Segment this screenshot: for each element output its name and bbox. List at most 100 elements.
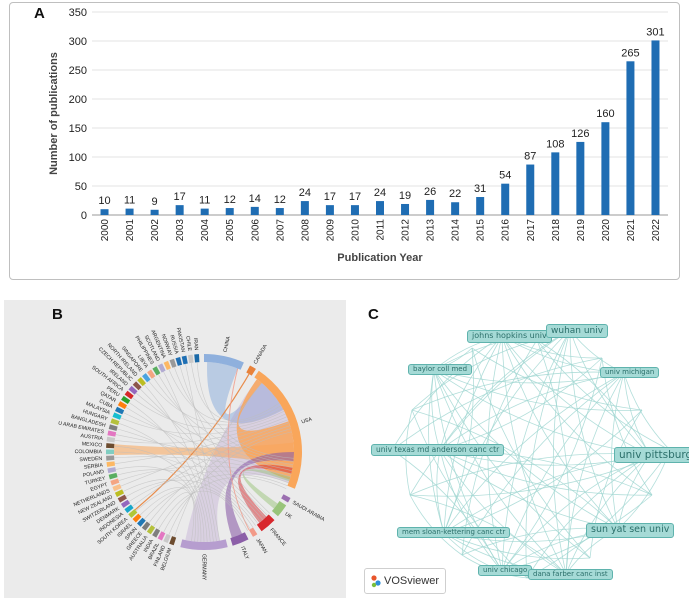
network-link (391, 335, 503, 451)
x-tick-label: 2005 (225, 219, 236, 242)
bar-value-label: 17 (349, 191, 361, 203)
x-tick-label: 2009 (325, 219, 336, 242)
x-tick-label: 2002 (150, 219, 161, 242)
vosviewer-brand-text: VOSviewer (384, 575, 440, 587)
bar-value-label: 301 (646, 26, 664, 38)
ribbon-minor (132, 397, 285, 429)
bar (275, 208, 284, 215)
arc-colombia (106, 449, 115, 455)
bar-value-label: 17 (324, 191, 336, 203)
arc-libya (147, 369, 156, 379)
network-link (552, 329, 571, 575)
x-tick-label: 2013 (426, 219, 437, 242)
bar (426, 199, 435, 215)
bar (451, 202, 460, 215)
x-tick-label: 2014 (451, 219, 462, 242)
ribbon-minor (173, 382, 263, 538)
country-label: EGYPT (90, 482, 109, 494)
ribbon-minor (143, 384, 214, 542)
y-tick-label: 350 (69, 7, 87, 19)
vosviewer-icon (371, 575, 381, 588)
country-label: CHINA (223, 335, 232, 353)
country-label: CHILE (184, 336, 192, 353)
bar-value-label: 24 (374, 187, 386, 199)
bar-value-label: 9 (152, 196, 158, 208)
network-link (565, 454, 651, 575)
bar (200, 208, 209, 215)
network-link (569, 329, 619, 530)
x-tick-label: 2000 (100, 219, 111, 242)
ribbon-minor (123, 479, 199, 542)
country-label: MEXICO (82, 441, 103, 448)
network-link (433, 369, 591, 559)
ribbon-minor (173, 366, 294, 462)
arc-israel (132, 513, 142, 523)
x-tick-label: 2022 (651, 219, 662, 242)
vosviewer-logo: VOSviewer (364, 568, 447, 594)
ribbon-minor (179, 365, 271, 514)
arc-serbia (106, 461, 116, 467)
arc-south-africa (124, 390, 134, 400)
ribbon-minor (113, 451, 259, 525)
arc-new-zealand (114, 489, 125, 498)
bar (551, 152, 560, 215)
arc-finland (163, 533, 171, 544)
arc-italy (230, 532, 249, 546)
panel-label-b: B (52, 306, 63, 323)
ribbon-minor (114, 419, 289, 464)
bar-value-label: 87 (524, 151, 536, 163)
bar (325, 205, 334, 215)
x-tick-label: 2016 (501, 219, 512, 242)
arc-brazil (157, 531, 166, 541)
arc-france (256, 514, 275, 532)
bar-value-label: 22 (449, 188, 461, 200)
arc-south-korea (128, 509, 138, 518)
arc-scotland (157, 363, 166, 373)
network-link (471, 347, 643, 411)
node-univ-texas-md-anderson: univ texas md anderson canc ctr (371, 444, 505, 457)
arc-poland (107, 467, 117, 474)
country-label: CUBA (98, 398, 114, 410)
bar-value-label: 14 (249, 193, 261, 205)
arc-netherlands (112, 484, 122, 492)
bar (576, 141, 585, 215)
arc-pakistan (181, 355, 188, 365)
arc-u-arab-emirates (107, 430, 117, 437)
ribbon-minor (115, 466, 202, 542)
network-link (461, 339, 538, 556)
network-link (439, 449, 503, 572)
network-link (439, 449, 653, 496)
network-link (443, 372, 625, 534)
bar (300, 201, 309, 215)
x-tick-label: 2003 (175, 219, 186, 242)
x-tick-label: 2015 (476, 219, 487, 242)
arc-saudi-arabia (281, 494, 291, 503)
arc-cuba (114, 406, 125, 415)
arc-czech-republic (132, 381, 142, 391)
y-tick-label: 300 (69, 36, 87, 48)
y-tick-label: 150 (69, 123, 87, 135)
bar-value-label: 17 (174, 191, 186, 203)
arc-sweden (106, 455, 115, 461)
network-link (501, 454, 651, 572)
bar (350, 205, 359, 215)
ribbon-minor (158, 374, 268, 516)
country-label: COLOMBIA (75, 449, 103, 455)
ribbon-minor (125, 407, 264, 521)
network-link (439, 372, 625, 451)
arc-japan (249, 527, 258, 537)
ribbon-minor (118, 423, 208, 542)
node-univ-michigan: univ michigan (600, 367, 660, 379)
x-tick-label: 2020 (601, 219, 612, 242)
x-tick-label: 2019 (576, 219, 587, 242)
node-baylor-coll-med: baylor coll med (408, 364, 473, 376)
network-link (439, 357, 603, 451)
arc-australia (146, 525, 156, 535)
node-wuhan-univ: wuhan univ (546, 324, 609, 339)
y-axis-title: Number of publications (48, 52, 60, 175)
network-link (411, 371, 625, 411)
arc-turkey (108, 472, 118, 480)
arc-china (204, 354, 244, 370)
bar (526, 164, 535, 215)
